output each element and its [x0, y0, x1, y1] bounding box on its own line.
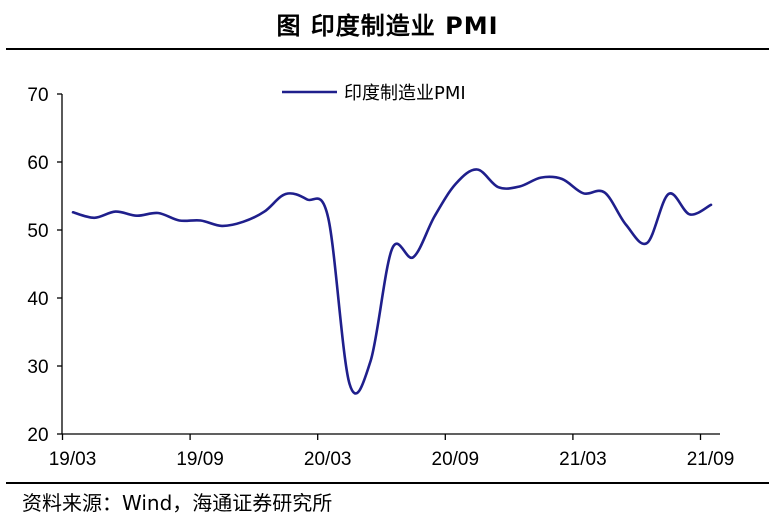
y-tick-label: 40 — [27, 289, 48, 310]
data-point — [667, 192, 671, 196]
legend: 印度制造业PMI — [282, 83, 466, 104]
series-group — [71, 168, 713, 395]
data-point — [496, 185, 500, 189]
data-point — [645, 241, 649, 245]
data-point — [411, 255, 415, 259]
data-point — [135, 214, 139, 218]
data-point — [603, 191, 607, 195]
data-point — [348, 382, 352, 386]
source-note: 资料来源：Wind，海通证券研究所 — [22, 491, 333, 515]
title-divider — [6, 48, 769, 50]
x-tick-label: 21/03 — [559, 449, 607, 470]
data-point — [560, 177, 564, 181]
data-point — [581, 191, 585, 195]
x-tick-label: 19/09 — [176, 449, 224, 470]
x-tick-label: 20/09 — [432, 449, 480, 470]
x-tick-label: 19/03 — [49, 449, 97, 470]
y-tick-label: 50 — [27, 221, 48, 242]
x-tick-label: 20/03 — [304, 449, 352, 470]
data-point — [114, 210, 118, 214]
legend-label: 印度制造业PMI — [344, 83, 466, 104]
data-point — [433, 214, 437, 218]
axes: 20 30 40 50 60 70 19/03 19/09 20/03 20/09 21/03 21/… — [27, 85, 734, 470]
chart-title: 图 印度制造业 PMI — [276, 12, 499, 40]
series-line-india-pmi — [71, 168, 713, 395]
data-point — [305, 197, 309, 201]
data-point — [220, 224, 224, 228]
y-tick-label: 30 — [27, 357, 48, 378]
data-point — [475, 168, 479, 172]
y-tick-label: 70 — [27, 85, 48, 106]
data-point — [539, 176, 543, 180]
data-point — [156, 211, 160, 215]
x-tick-label: 21/09 — [687, 449, 735, 470]
data-point — [71, 210, 75, 214]
data-point — [518, 185, 522, 189]
data-point — [688, 212, 692, 216]
data-point — [326, 216, 330, 220]
data-point — [454, 182, 458, 186]
data-point — [369, 359, 373, 363]
data-point — [199, 219, 203, 223]
y-tick-label: 60 — [27, 153, 48, 174]
data-point — [709, 203, 713, 207]
y-tick-label: 20 — [27, 425, 48, 446]
data-point — [92, 216, 96, 220]
data-point — [284, 192, 288, 196]
source-divider — [6, 482, 769, 484]
data-point — [390, 247, 394, 251]
data-point — [241, 220, 245, 224]
data-point — [624, 223, 628, 227]
data-point — [177, 219, 181, 223]
data-point — [262, 210, 266, 214]
